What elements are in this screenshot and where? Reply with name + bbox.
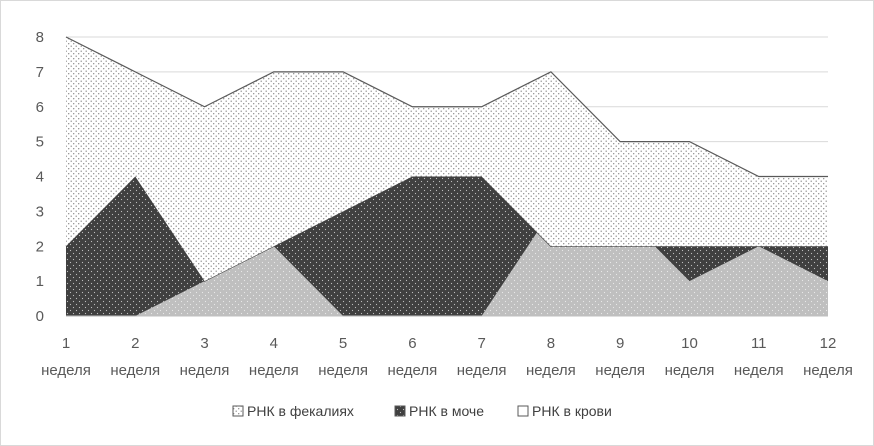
x-tick-number-4: 5 xyxy=(339,335,347,352)
x-tick-number-5: 6 xyxy=(408,335,416,352)
x-tick-unit-8: неделя xyxy=(595,362,645,379)
series-areas xyxy=(65,36,829,317)
area-series-1 xyxy=(66,176,828,316)
x-tick-number-7: 8 xyxy=(547,335,555,352)
x-tick-number-2: 3 xyxy=(200,335,208,352)
y-tick-label-4: 4 xyxy=(36,169,44,186)
x-tick-unit-10: неделя xyxy=(734,362,784,379)
x-tick-unit-3: неделя xyxy=(249,362,299,379)
x-tick-number-6: 7 xyxy=(477,335,485,352)
x-tick-number-3: 4 xyxy=(270,335,278,352)
x-tick-unit-1: неделя xyxy=(110,362,160,379)
x-tick-unit-2: неделя xyxy=(180,362,230,379)
y-tick-label-5: 5 xyxy=(36,134,44,151)
legend-swatch-2 xyxy=(517,405,529,417)
x-tick-unit-6: неделя xyxy=(457,362,507,379)
y-tick-label-1: 1 xyxy=(36,273,44,290)
y-tick-label-6: 6 xyxy=(36,99,44,116)
legend-label-0: РНК в фекалиях xyxy=(247,403,354,419)
x-tick-number-1: 2 xyxy=(131,335,139,352)
legend-label-2: РНК в крови xyxy=(532,403,612,419)
x-tick-number-8: 9 xyxy=(616,335,624,352)
y-tick-label-7: 7 xyxy=(36,64,44,81)
x-tick-unit-7: неделя xyxy=(526,362,576,379)
y-tick-label-3: 3 xyxy=(36,203,44,220)
legend-swatch-0 xyxy=(232,405,244,417)
legend-label-1: РНК в моче xyxy=(409,403,484,419)
x-tick-number-9: 10 xyxy=(681,335,698,352)
axes: 0123456781неделя2неделя3неделя4неделя5не… xyxy=(36,29,853,379)
y-tick-label-2: 2 xyxy=(36,238,44,255)
legend-swatch-1 xyxy=(394,405,406,417)
x-tick-unit-11: неделя xyxy=(803,362,853,379)
area-series-2 xyxy=(66,37,828,282)
y-tick-label-0: 0 xyxy=(36,308,44,325)
x-tick-number-11: 12 xyxy=(820,335,837,352)
x-tick-unit-5: неделя xyxy=(387,362,437,379)
y-tick-label-8: 8 xyxy=(36,29,44,46)
x-tick-number-10: 11 xyxy=(751,335,767,352)
x-tick-number-0: 1 xyxy=(62,335,70,352)
x-tick-unit-0: неделя xyxy=(41,362,91,379)
x-tick-unit-4: неделя xyxy=(318,362,368,379)
legend: РНК в фекалиях РНК в моче РНК в крови xyxy=(232,403,612,419)
x-tick-unit-9: неделя xyxy=(665,362,715,379)
area-edge-series-2 xyxy=(65,36,828,178)
